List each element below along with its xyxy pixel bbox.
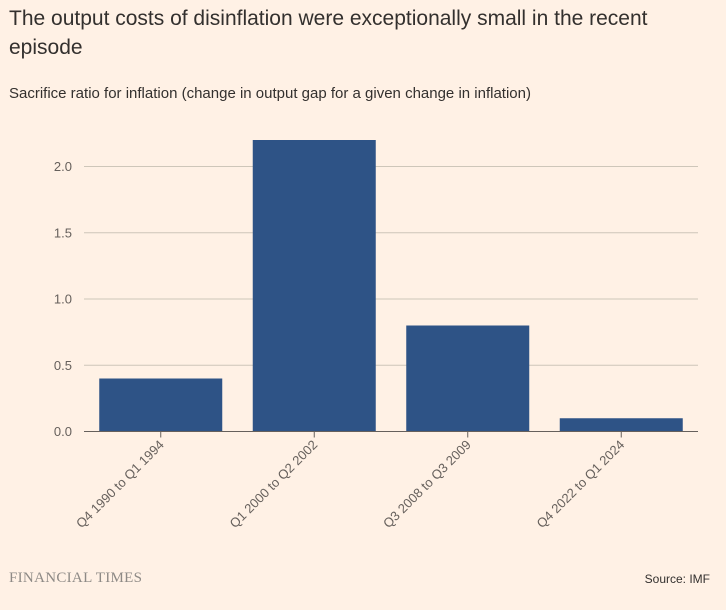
y-tick-label: 1.0 [54,292,72,307]
x-tick-label: Q4 2022 to Q1 2024 [533,437,627,531]
x-tick-label: Q4 1990 to Q1 1994 [73,437,167,531]
gridlines [84,166,698,366]
bars [99,140,683,432]
bar [252,140,376,432]
y-tick-label: 0.0 [54,424,72,439]
source-note: Source: IMF [644,572,710,586]
ft-logo: FINANCIAL TIMES [9,570,143,586]
bar-chart: 0.0 0.5 1.0 1.5 2.0 Q4 1990 to Q1 1994 Q1 200… [54,140,698,531]
chart-subtitle: Sacrifice ratio for inflation (change in… [9,85,531,102]
bar [99,378,223,432]
y-tick-label: 0.5 [54,358,72,373]
chart-title: The output costs of disinflation were ex… [9,7,648,59]
x-tick-label: Q1 2000 to Q2 2002 [226,437,320,531]
bar [406,325,530,432]
y-tick-label: 2.0 [54,159,72,174]
y-tick-label: 1.5 [54,225,72,240]
y-axis-ticks: 0.0 0.5 1.0 1.5 2.0 [54,159,72,439]
x-tick-label: Q3 2008 to Q3 2009 [380,437,474,531]
x-axis-ticks: Q4 1990 to Q1 1994 Q1 2000 to Q2 2002 Q3 2… [73,431,627,531]
bar [559,418,683,432]
